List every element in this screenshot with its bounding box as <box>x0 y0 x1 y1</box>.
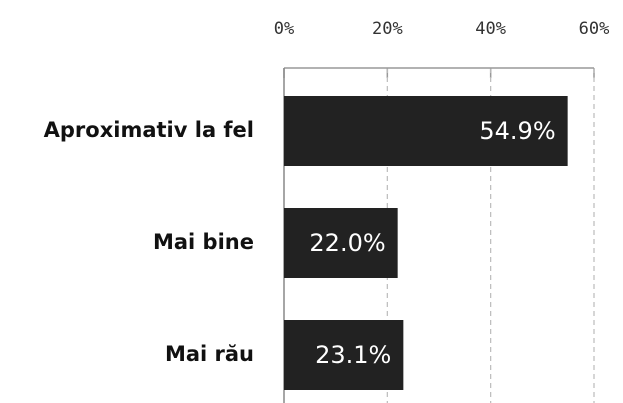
x-tick-label: 20% <box>372 19 403 39</box>
value-label: 54.9% <box>479 117 555 145</box>
category-label: Mai rău <box>165 342 254 366</box>
x-tick-label: 0% <box>274 19 294 39</box>
bar <box>284 96 568 166</box>
x-tick-label: 40% <box>475 19 506 39</box>
bar <box>284 208 398 278</box>
x-tick-label: 60% <box>579 19 610 39</box>
category-label: Aproximativ la fel <box>44 118 254 142</box>
bar <box>284 320 404 390</box>
category-label: Mai bine <box>153 230 254 254</box>
value-label: 23.1% <box>315 341 391 369</box>
value-label: 22.0% <box>309 229 385 257</box>
